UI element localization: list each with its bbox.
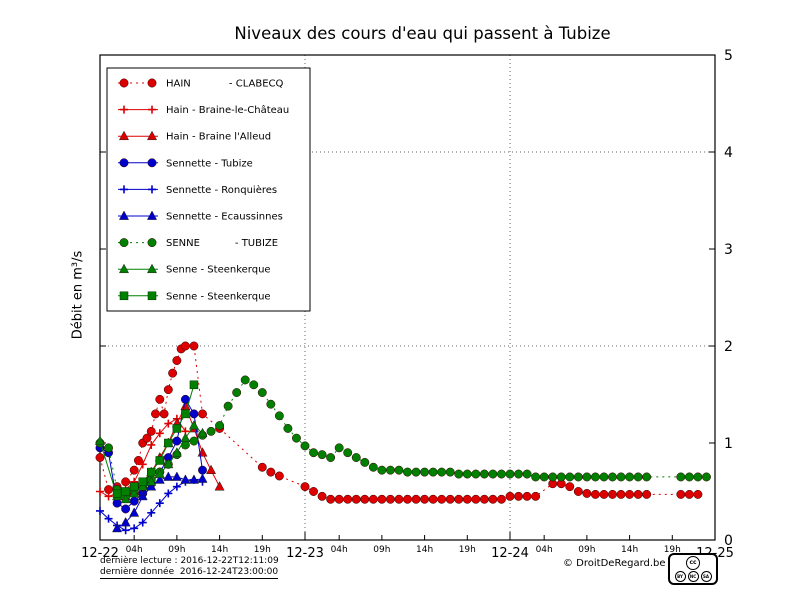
- svg-text:09h: 09h: [578, 545, 595, 555]
- series-0: [95, 341, 703, 504]
- svg-text:12-23: 12-23: [286, 546, 324, 561]
- svg-text:Senne - Steenkerque: Senne - Steenkerque: [166, 265, 271, 276]
- svg-text:12-22: 12-22: [81, 546, 119, 561]
- cc-icon: cc: [686, 556, 700, 570]
- cc-nc-icon: NC: [687, 571, 699, 582]
- svg-text:09h: 09h: [168, 545, 185, 555]
- last-read-text: dernière lecture : 2016-12-22T12:11:09: [100, 556, 279, 566]
- axes-ticks: 0 1 2 3 4 5 04h 09h 14h 19h 04h 09h 14h 19h 04h 09h 14h 1…: [81, 48, 734, 561]
- copyright-text: © DroitDeRegard.be: [563, 558, 666, 569]
- svg-text:09h: 09h: [373, 545, 390, 555]
- cc-terms-row: BY NC SA: [674, 571, 712, 582]
- svg-text:12-24: 12-24: [491, 546, 529, 561]
- svg-text:Sennette - Ronquières: Sennette - Ronquières: [166, 184, 277, 196]
- legend: HAIN - CLABECQ Hain - Braine-le-Château Ha…: [106, 67, 311, 312]
- svg-text:0: 0: [724, 533, 733, 549]
- svg-text:14h: 14h: [621, 545, 638, 555]
- legend-entry-4: Sennette - Ronquières: [118, 184, 277, 196]
- svg-text:04h: 04h: [536, 545, 553, 555]
- cc-logo-row: cc: [686, 556, 700, 570]
- cc-sa-icon: SA: [700, 571, 712, 582]
- legend-entry-0: HAIN - CLABECQ: [118, 79, 284, 90]
- legend-entry-5: Sennette - Ecaussinnes: [118, 210, 283, 223]
- legend-entry-8: Senne - Steenkerque: [118, 291, 271, 302]
- svg-text:04h: 04h: [331, 545, 348, 555]
- svg-text:19h: 19h: [459, 545, 476, 555]
- svg-text:Sennette - Ecaussinnes: Sennette - Ecaussinnes: [166, 212, 283, 223]
- series-8: [112, 380, 199, 498]
- series-7: [94, 420, 208, 504]
- legend-entry-2: Hain - Braine l'Alleud: [118, 130, 271, 143]
- svg-text:SENNE - TUBIZE: SENNE - TUBIZE: [166, 238, 278, 249]
- svg-text:Senne - Steenkerque: Senne - Steenkerque: [166, 291, 271, 302]
- plot-border: [99, 54, 716, 541]
- svg-text:14h: 14h: [416, 545, 433, 555]
- svg-text:Hain - Braine l'Alleud: Hain - Braine l'Alleud: [166, 132, 271, 143]
- svg-text:HAIN - CLABECQ: HAIN - CLABECQ: [166, 79, 284, 90]
- svg-text:19h: 19h: [254, 545, 271, 555]
- svg-text:14h: 14h: [211, 545, 228, 555]
- legend-entry-1: Hain - Braine-le-Château: [118, 104, 289, 116]
- svg-text:3: 3: [724, 242, 733, 258]
- cc-license-badge[interactable]: cc BY NC SA: [668, 553, 718, 585]
- svg-text:Hain - Braine-le-Château: Hain - Braine-le-Château: [166, 104, 289, 116]
- svg-text:04h: 04h: [126, 545, 143, 555]
- svg-text:4: 4: [724, 145, 733, 161]
- legend-entry-7: Senne - Steenkerque: [118, 263, 271, 276]
- last-data-text: dernière donnée 2016-12-24T23:00:00: [100, 567, 279, 579]
- svg-text:2: 2: [724, 339, 733, 355]
- cc-by-icon: BY: [674, 571, 686, 582]
- chart-title: Niveaux des cours d'eau qui passent à Tu…: [234, 24, 611, 43]
- svg-text:19h: 19h: [664, 545, 681, 555]
- legend-entry-3: Sennette - Tubize: [118, 158, 253, 169]
- svg-text:1: 1: [724, 436, 733, 452]
- svg-text:5: 5: [724, 48, 733, 64]
- series-5: [112, 471, 208, 533]
- legend-entry-6: SENNE - TUBIZE: [118, 238, 278, 249]
- svg-text:Sennette - Tubize: Sennette - Tubize: [166, 158, 253, 169]
